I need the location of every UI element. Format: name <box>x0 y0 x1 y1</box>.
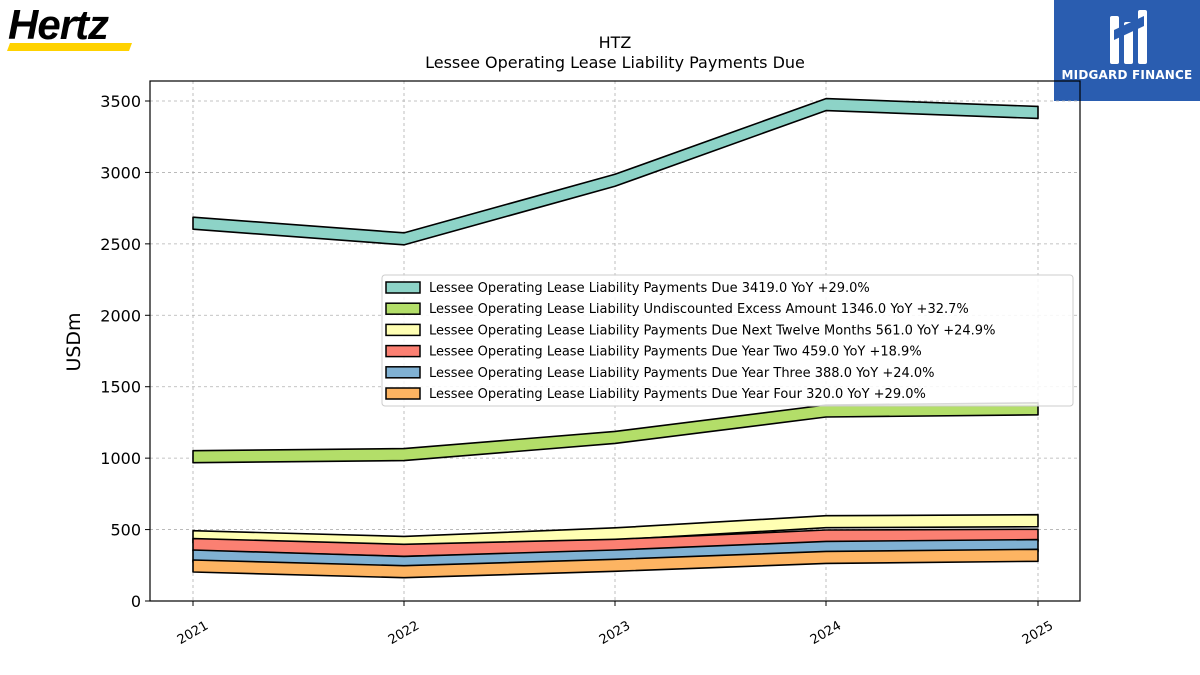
x-tick-label: 2022 <box>386 618 422 648</box>
legend-entry-2: Lessee Operating Lease Liability Payment… <box>429 323 995 338</box>
y-tick-label: 500 <box>110 521 141 540</box>
y-tick-label: 2500 <box>100 235 141 254</box>
midgard-finance-logo: MIDGARD FINANCE <box>1054 0 1200 101</box>
hertz-logo: Hertz <box>0 0 140 60</box>
legend-swatch-5 <box>385 387 421 400</box>
series-bands <box>192 97 1039 579</box>
legend-frame <box>381 274 1074 407</box>
legend-swatch-0 <box>385 281 421 294</box>
legend-swatch-4 <box>385 366 421 379</box>
hertz-logo-stripe <box>7 43 132 51</box>
legend-swatch-3 <box>385 344 421 358</box>
x-tick-label: 2024 <box>808 618 844 648</box>
y-tick-label: 3500 <box>100 92 141 111</box>
y-axis-label: USDm <box>63 312 85 371</box>
series-band-0 <box>192 97 1039 246</box>
hertz-logo-text: Hertz <box>8 1 109 48</box>
series-band-1 <box>192 402 1039 464</box>
y-tick-label: 2000 <box>100 306 141 325</box>
y-tick-label: 1500 <box>100 378 141 397</box>
legend: Lessee Operating Lease Liability Payment… <box>381 274 1074 407</box>
x-tick-label: 2021 <box>175 618 211 648</box>
hertz-logo-graphic: Hertz <box>7 1 132 51</box>
legend-entry-4: Lessee Operating Lease Liability Payment… <box>429 366 935 381</box>
x-tick-label: 2025 <box>1020 618 1056 648</box>
legend-entry-0: Lessee Operating Lease Liability Payment… <box>429 281 870 296</box>
y-tick-label: 3000 <box>100 163 141 182</box>
legend-swatch-2 <box>385 323 421 337</box>
series-band-5 <box>192 548 1039 579</box>
legend-entry-3: Lessee Operating Lease Liability Payment… <box>429 345 922 360</box>
chart-title: HTZ <box>599 33 632 52</box>
legend-entry-5: Lessee Operating Lease Liability Payment… <box>429 387 926 402</box>
x-tick-label: 2023 <box>597 618 633 648</box>
y-tick-label: 1000 <box>100 449 141 468</box>
midgard-logo-icon <box>1110 10 1147 64</box>
y-tick-label: 0 <box>131 592 141 611</box>
legend-entry-1: Lessee Operating Lease Liability Undisco… <box>429 302 969 317</box>
chart-subtitle: Lessee Operating Lease Liability Payment… <box>425 53 805 72</box>
midgard-logo-text: MIDGARD FINANCE <box>1061 68 1193 82</box>
legend-swatch-1 <box>385 302 421 315</box>
